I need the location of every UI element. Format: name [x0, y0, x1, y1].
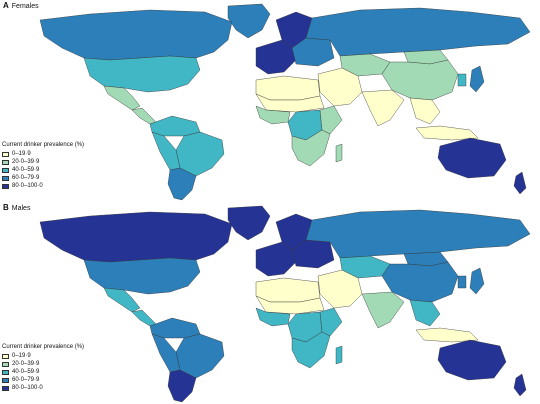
region-greenland [227, 205, 271, 241]
legend-item: 40·0–59·9 [2, 166, 84, 174]
region-mexico [103, 85, 141, 111]
legend-label: 0–19·9 [12, 352, 31, 359]
legend-label: 80·0–100·0 [12, 384, 43, 391]
panel-name: Males [11, 205, 31, 212]
region-madagascar [335, 345, 343, 365]
panel-males: B Males Current drinker prevalence (%) 0–… [0, 202, 540, 404]
region-russia [305, 209, 531, 259]
legend-item: 20·0–39·9 [2, 360, 84, 368]
panel-name: Females [11, 3, 39, 10]
region-indonesia [415, 125, 479, 141]
legend-item: 80·0–100·0 [2, 182, 84, 190]
region-madagascar [335, 143, 343, 163]
legend-title: Current drinker prevalence (%) [2, 344, 85, 350]
panel-letter: B [3, 203, 9, 212]
region-east-africa [319, 307, 343, 337]
region-east-africa [319, 105, 343, 135]
region-australia [437, 137, 507, 179]
region-canada [39, 211, 233, 263]
region-south-america-north [149, 115, 201, 137]
region-southeast-asia [409, 299, 441, 327]
legend-label: 20·0–39·9 [12, 360, 40, 367]
region-western-europe [255, 39, 297, 75]
panel-females: A Females Current drinker prevalence (%) … [2, 2, 531, 201]
region-korea [457, 275, 467, 289]
region-western-europe [255, 241, 297, 277]
legend-label: 40·0–59·9 [12, 166, 40, 173]
legend-swatch [2, 361, 9, 367]
legend-swatch [2, 167, 9, 173]
region-australia [437, 339, 507, 381]
region-central-america [131, 107, 157, 125]
region-andes [151, 333, 181, 373]
legend-label: 20·0–39·9 [12, 158, 40, 165]
legend-swatch [2, 353, 9, 359]
panel-title: A Females [3, 2, 39, 11]
region-southern-cone [167, 167, 197, 201]
legend-swatch [2, 377, 9, 383]
legend-item: 20·0–39·9 [2, 158, 84, 166]
region-usa [83, 55, 201, 93]
region-japan [469, 65, 485, 93]
panel-letter: A [3, 1, 9, 10]
legend: Current drinker prevalence (%) 0–19·9 20… [2, 344, 84, 392]
region-japan [469, 267, 485, 295]
legend-label: 60·0–79·9 [12, 376, 40, 383]
region-south-asia [361, 291, 405, 329]
legend-swatch [2, 151, 9, 157]
region-south-asia [361, 89, 405, 127]
legend-label: 40·0–59·9 [12, 368, 40, 375]
legend-title: Current drinker prevalence (%) [2, 142, 85, 148]
region-central-america [131, 309, 157, 327]
region-new-zealand [513, 373, 527, 397]
legend-swatch [2, 385, 9, 391]
legend-item: 40·0–59·9 [2, 368, 84, 376]
legend: Current drinker prevalence (%) 0–19·9 20… [2, 142, 84, 190]
legend-swatch [2, 175, 9, 181]
region-southern-africa [291, 129, 331, 167]
region-indonesia [415, 327, 479, 343]
region-southern-cone [167, 369, 197, 403]
legend-item: 0–19·9 [2, 150, 84, 158]
region-greenland [227, 3, 271, 39]
legend-swatch [2, 369, 9, 375]
region-southeast-asia [409, 97, 441, 125]
region-southern-africa [291, 331, 331, 369]
region-korea [457, 73, 467, 87]
world-map-males [39, 205, 531, 403]
region-andes [151, 131, 181, 171]
region-south-america-north [149, 317, 201, 339]
region-canada [39, 9, 233, 61]
region-north-africa [255, 75, 321, 101]
legend-label: 80·0–100·0 [12, 182, 43, 189]
legend-label: 0–19·9 [12, 150, 31, 157]
legend-item: 60·0–79·9 [2, 376, 84, 384]
legend-swatch [2, 183, 9, 189]
region-middle-east [317, 67, 363, 107]
legend-label: 60·0–79·9 [12, 174, 40, 181]
region-russia [305, 7, 531, 57]
world-map-females [39, 3, 531, 201]
region-north-africa [255, 277, 321, 303]
legend-swatch [2, 159, 9, 165]
panel-title: B Males [3, 204, 30, 213]
region-new-zealand [513, 171, 527, 195]
legend-item: 0–19·9 [2, 352, 84, 360]
region-middle-east [317, 269, 363, 309]
region-usa [83, 257, 201, 295]
legend-item: 60·0–79·9 [2, 174, 84, 182]
legend-item: 80·0–100·0 [2, 384, 84, 392]
region-mexico [103, 287, 141, 313]
